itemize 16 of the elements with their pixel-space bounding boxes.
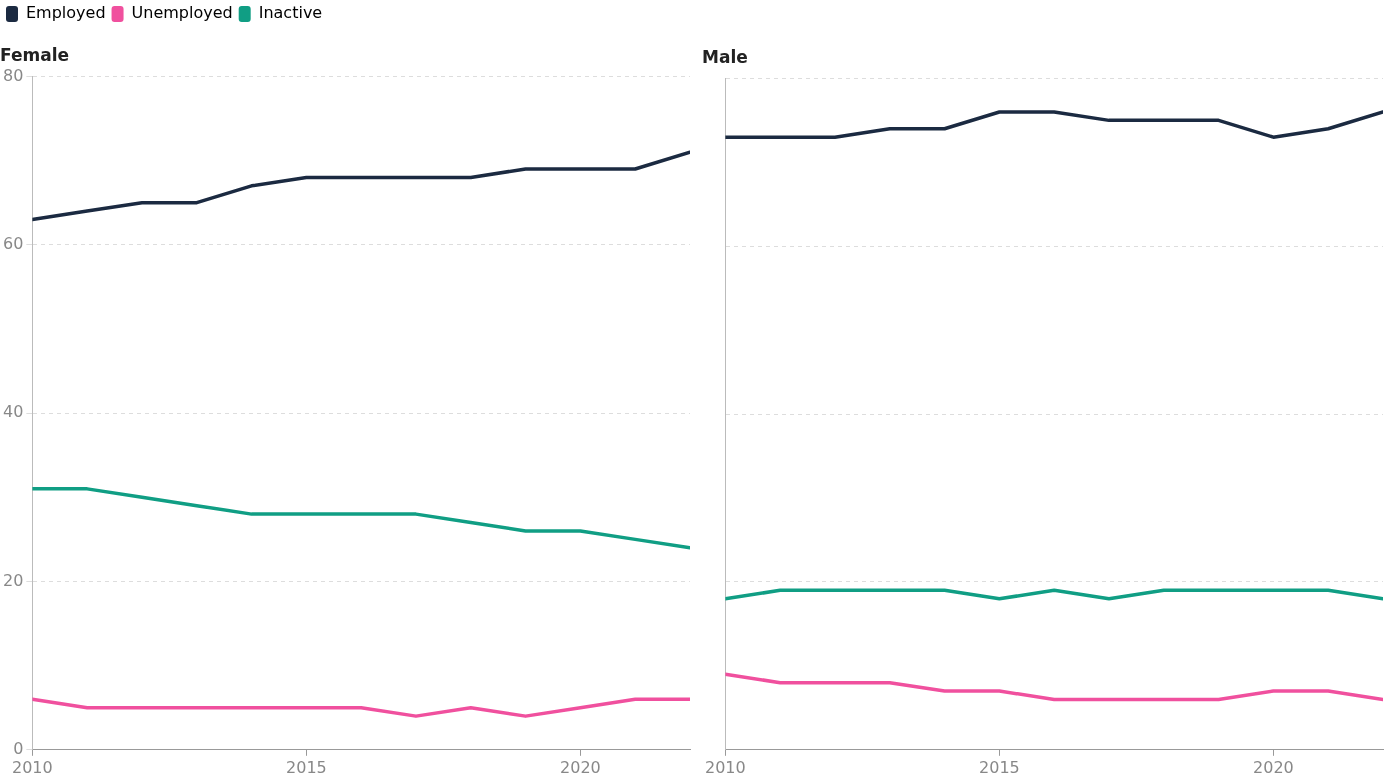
x-tick-label: 2020 xyxy=(1253,757,1294,777)
chart-title: Female xyxy=(0,44,69,65)
legend-label: Inactive xyxy=(258,3,323,23)
x-tick-label: 2015 xyxy=(286,757,327,777)
x-tick-label: 2010 xyxy=(705,757,746,777)
x-tick-label: 2015 xyxy=(979,757,1020,777)
legend-label: Employed xyxy=(26,3,106,23)
y-tick-label: 80 xyxy=(3,65,24,85)
y-tick-label: 40 xyxy=(3,402,24,422)
y-tick-label: 0 xyxy=(13,738,24,758)
y-tick-label: 20 xyxy=(3,570,24,590)
x-tick-label: 2010 xyxy=(12,757,53,777)
x-tick-label: 2020 xyxy=(560,757,601,777)
legend-label: Unemployed xyxy=(131,3,233,23)
chart-title: Male xyxy=(702,46,748,67)
y-tick-label: 60 xyxy=(3,233,24,253)
